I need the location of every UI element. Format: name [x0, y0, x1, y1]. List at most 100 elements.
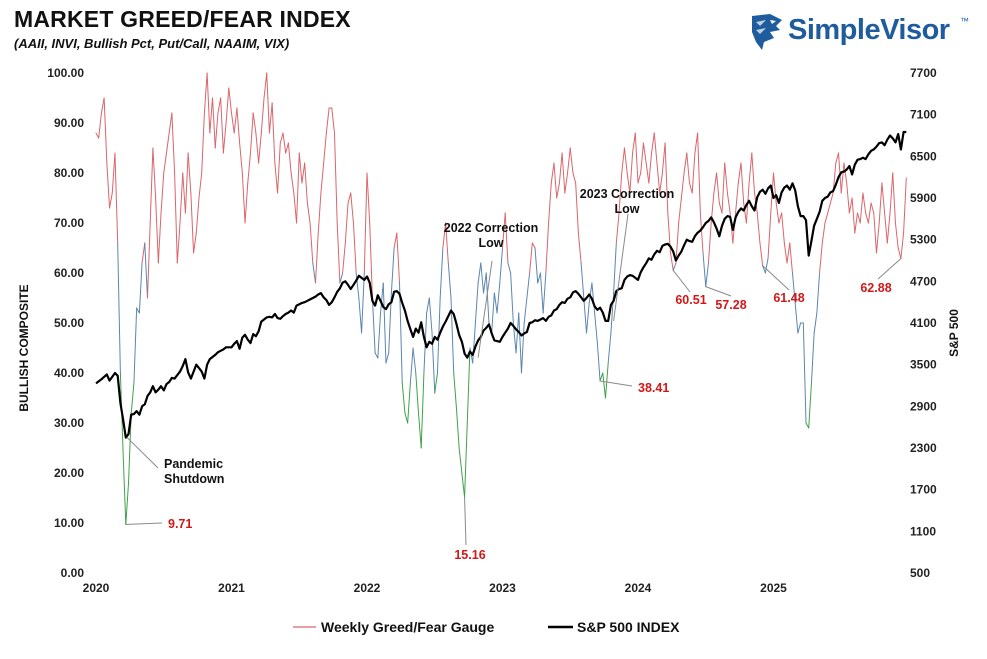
gauge-segment [594, 312, 598, 344]
gauge-segment [621, 147, 625, 174]
gauge-segment [163, 152, 167, 174]
gauge-segment [407, 382, 411, 424]
gauge-segment [274, 162, 279, 194]
gauge-segment [315, 232, 319, 284]
gauge-segment [352, 222, 357, 274]
gauge-segment [664, 142, 669, 214]
gauge-segment [439, 247, 444, 299]
gauge-segment [813, 312, 818, 334]
gauge-segment [604, 362, 609, 399]
gauge-segment [244, 182, 249, 224]
x-tick-label: 2023 [489, 581, 516, 595]
gauge-segment [263, 72, 268, 99]
gauge-segment [789, 242, 793, 274]
gauge-segment [705, 262, 709, 288]
x-axis: 2020 2021 2022 2023 2024 2025 [83, 581, 788, 595]
gauge-segment [111, 152, 116, 194]
y2-tick-label: 4100 [910, 316, 937, 330]
gauge-segment [827, 202, 831, 214]
gauge-segment [117, 242, 121, 374]
gauge-segment [697, 132, 701, 214]
gauge-segment [401, 382, 406, 414]
gauge-segment [900, 232, 905, 260]
gauge-segment [661, 142, 666, 174]
gauge-segment [816, 272, 821, 314]
gauge-segment [483, 272, 487, 294]
gauge-segment [542, 272, 547, 314]
gauge-segment [212, 97, 216, 149]
gauge-segment [670, 252, 674, 271]
gauge-segment [884, 212, 888, 244]
gauge-segment [228, 87, 232, 114]
gauge-segment [155, 197, 159, 264]
gauge-segment [781, 212, 785, 244]
gauge-segment [862, 192, 867, 214]
gauge-segment [716, 172, 720, 204]
gauge-segment [304, 162, 308, 204]
gauge-segment [556, 182, 560, 199]
gauge-segment [548, 182, 552, 224]
gauge-segment [100, 97, 105, 114]
gauge-segment [114, 152, 119, 244]
gauge-segment [174, 172, 178, 264]
gauge-segment [203, 72, 208, 114]
gauge-segment [434, 372, 438, 394]
gauge-segment [718, 202, 723, 214]
gauge-segment [580, 262, 585, 299]
annotation-leader [877, 258, 902, 280]
gauge-segment [477, 262, 482, 284]
gauge-segment [846, 182, 850, 214]
gauge-segment [95, 132, 100, 139]
gauge-segment [266, 72, 270, 134]
gauge-segment [651, 132, 655, 154]
gauge-segment [629, 152, 634, 194]
gauge-segment [840, 162, 845, 194]
gauge-segment [794, 302, 799, 334]
gauge-segment [859, 192, 864, 224]
gauge-segment [176, 222, 181, 264]
gauge-segment [447, 262, 452, 299]
brand-logo: SimpleVisor ™ [750, 12, 970, 56]
gauge-segment [409, 347, 414, 384]
gauge-segment [385, 352, 390, 364]
gauge-segment [735, 182, 739, 214]
y-tick-label: 40.00 [54, 366, 84, 380]
gauge-segment [152, 147, 157, 199]
gauge-segment [458, 447, 463, 474]
y2-tick-label: 1700 [910, 483, 937, 497]
gauge-segment [472, 322, 476, 364]
gauge-segment [371, 297, 376, 354]
gauge-segment [415, 372, 419, 414]
gauge-segment [767, 212, 772, 259]
gauge-segment [577, 232, 582, 264]
gauge-segment [637, 172, 642, 184]
annotation-leader [613, 213, 629, 321]
gauge-segment [791, 272, 796, 304]
y2-axis-label: S&P 500 [947, 309, 961, 357]
annotation-c2022: Low [479, 236, 504, 250]
gauge-segment [466, 347, 471, 424]
y-tick-label: 70.00 [54, 216, 84, 230]
annotation-leader [599, 380, 633, 387]
gauge-segment [894, 222, 899, 249]
gauge-segment [252, 112, 257, 134]
gauge-segment [575, 182, 579, 234]
gauge-segment [157, 212, 162, 264]
gauge-segment [193, 232, 197, 254]
gauge-segment [591, 282, 596, 314]
annotation-leader [762, 265, 790, 291]
gauge-segment [453, 372, 457, 409]
gauge-segment [149, 147, 154, 224]
gauge-segment [854, 212, 859, 234]
gauge-segment [236, 107, 241, 144]
gauge-segment [491, 292, 495, 334]
gauge-segment [870, 202, 875, 214]
gauge-segment [187, 152, 192, 194]
legend-label-sp500: S&P 500 INDEX [577, 619, 680, 635]
annotation-c2023: 2023 Correction [580, 187, 674, 201]
gauge-segment [702, 252, 707, 288]
gauge-segment [680, 172, 685, 199]
gauge-segment [141, 242, 146, 264]
gauge-segment [485, 272, 490, 324]
